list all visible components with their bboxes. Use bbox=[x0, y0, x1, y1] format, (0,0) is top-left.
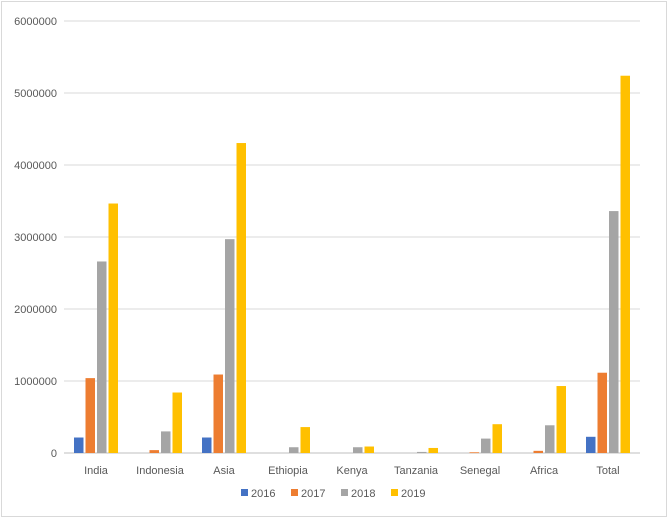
bar-indonesia-2017 bbox=[149, 450, 159, 453]
bar-indonesia-2018 bbox=[161, 431, 171, 453]
legend-label: 2019 bbox=[401, 488, 425, 500]
bar-kenya-2018 bbox=[353, 447, 363, 453]
bar-tanzania-2018 bbox=[417, 451, 427, 453]
bar-asia-2018 bbox=[225, 239, 235, 453]
bar-asia-2019 bbox=[236, 143, 246, 454]
bar-asia-2016 bbox=[202, 437, 212, 453]
bar-kenya-2019 bbox=[364, 446, 374, 453]
bar-india-2017 bbox=[85, 378, 95, 453]
x-axis-ticks: India Indonesia Asia Ethiopia Kenya Tanzania S… bbox=[84, 465, 620, 477]
bar-total-2019 bbox=[620, 75, 630, 453]
y-tick-label: 6000000 bbox=[14, 16, 57, 28]
y-tick-label: 2000000 bbox=[14, 304, 57, 316]
gridlines bbox=[64, 20, 640, 454]
y-tick-label: 5000000 bbox=[14, 88, 57, 100]
bar-senegal-2017 bbox=[469, 452, 479, 454]
y-tick-label: 1000000 bbox=[14, 376, 57, 388]
bars bbox=[74, 75, 630, 454]
legend-swatch bbox=[391, 489, 398, 496]
legend-label: 2017 bbox=[301, 488, 325, 500]
legend-label: 2016 bbox=[251, 488, 275, 500]
x-tick-label: Ethiopia bbox=[268, 465, 309, 477]
bar-india-2016 bbox=[74, 437, 84, 453]
bar-asia-2017 bbox=[213, 374, 223, 453]
bar-indonesia-2019 bbox=[172, 392, 182, 453]
legend-label: 2018 bbox=[351, 488, 375, 500]
x-tick-label: India bbox=[84, 465, 109, 477]
bar-ethiopia-2019 bbox=[300, 427, 310, 453]
bar-senegal-2019 bbox=[492, 424, 502, 453]
bar-africa-2018 bbox=[545, 425, 555, 453]
legend: 2016 2017 2018 2019 bbox=[241, 488, 425, 500]
y-tick-label: 4000000 bbox=[14, 160, 57, 172]
bar-total-2016 bbox=[586, 436, 596, 453]
bar-total-2018 bbox=[609, 211, 619, 453]
x-tick-label: Asia bbox=[213, 465, 235, 477]
x-tick-label: Kenya bbox=[336, 465, 368, 477]
bar-africa-2019 bbox=[556, 386, 566, 453]
y-tick-label: 0 bbox=[51, 448, 57, 460]
legend-swatch bbox=[291, 489, 298, 496]
x-tick-label: Total bbox=[596, 465, 619, 477]
legend-swatch bbox=[341, 489, 348, 496]
y-axis-ticks: 0 1000000 2000000 3000000 4000000 5000000 6000… bbox=[14, 16, 57, 460]
legend-swatch bbox=[241, 489, 248, 496]
x-tick-label: Senegal bbox=[460, 465, 500, 477]
bar-ethiopia-2018 bbox=[289, 447, 299, 453]
bar-total-2017 bbox=[597, 372, 607, 453]
bar-tanzania-2019 bbox=[428, 447, 438, 453]
bar-africa-2017 bbox=[533, 450, 543, 453]
bar-india-2019 bbox=[108, 203, 118, 453]
x-tick-label: Africa bbox=[530, 465, 559, 477]
bar-india-2018 bbox=[97, 261, 107, 453]
bar-senegal-2018 bbox=[481, 438, 491, 453]
x-tick-label: Tanzania bbox=[394, 465, 439, 477]
y-tick-label: 3000000 bbox=[14, 232, 57, 244]
x-tick-label: Indonesia bbox=[136, 465, 185, 477]
